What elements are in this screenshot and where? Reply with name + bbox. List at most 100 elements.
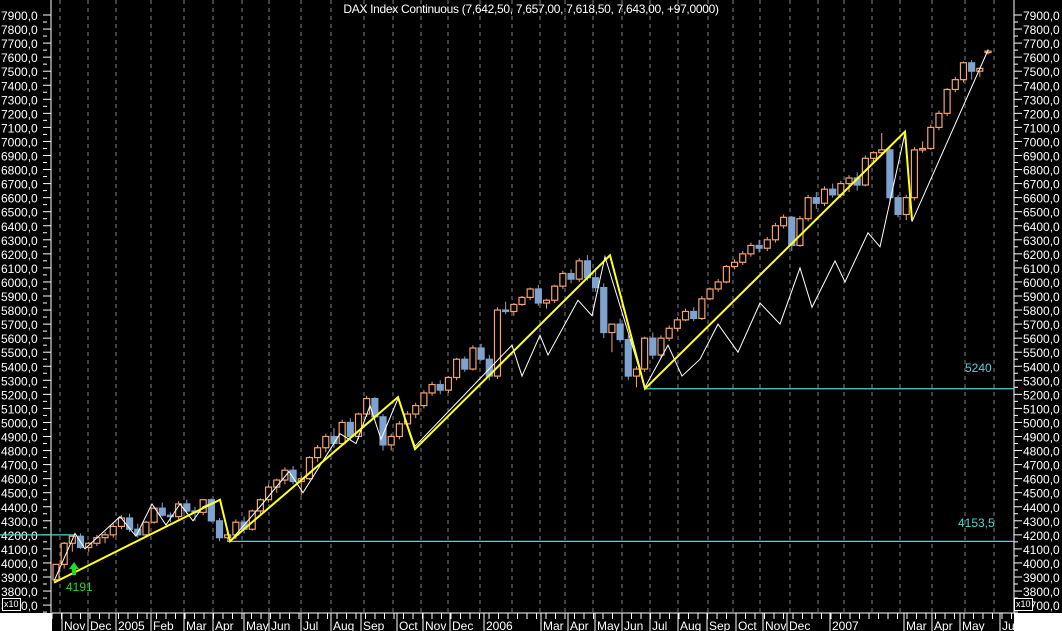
svg-text:4100,0: 4100,0: [1, 543, 38, 557]
svg-text:4400,0: 4400,0: [1, 501, 38, 515]
svg-text:Jul: Jul: [652, 619, 667, 631]
svg-text:7100,0: 7100,0: [1023, 121, 1060, 135]
svg-text:Jun: Jun: [624, 619, 643, 631]
svg-text:7700,0: 7700,0: [1, 37, 38, 51]
svg-text:6200,0: 6200,0: [1023, 248, 1060, 262]
svg-text:Nov: Nov: [765, 619, 786, 631]
svg-text:Jul: Jul: [303, 619, 318, 631]
scale-badge-right[interactable]: x10: [1014, 598, 1033, 611]
svg-text:5400,0: 5400,0: [1, 360, 38, 374]
svg-text:4900,0: 4900,0: [1023, 431, 1060, 445]
svg-text:6700,0: 6700,0: [1, 178, 38, 192]
x-axis: Nov Dec 2005 Feb Mar Apr May Jun Jul Aug Sep Oct Nov…: [51, 613, 1017, 631]
svg-text:Dec: Dec: [452, 619, 473, 631]
svg-text:5800,0: 5800,0: [1023, 304, 1060, 318]
svg-text:5200,0: 5200,0: [1, 388, 38, 402]
svg-text:7200,0: 7200,0: [1023, 107, 1060, 121]
scale-badge-left[interactable]: x10: [2, 598, 21, 611]
svg-text:Mar: Mar: [186, 619, 207, 631]
svg-text:6000,0: 6000,0: [1023, 276, 1060, 290]
svg-text:4200,0: 4200,0: [1, 529, 38, 543]
svg-text:7300,0: 7300,0: [1023, 93, 1060, 107]
svg-text:6700,0: 6700,0: [1023, 178, 1060, 192]
svg-text:4900,0: 4900,0: [1, 431, 38, 445]
svg-text:Aug: Aug: [333, 619, 354, 631]
svg-text:Dec: Dec: [789, 619, 810, 631]
svg-text:Dec: Dec: [90, 619, 111, 631]
svg-text:4600,0: 4600,0: [1, 473, 38, 487]
svg-text:Nov: Nov: [425, 619, 446, 631]
svg-text:Apr: Apr: [570, 619, 589, 631]
svg-text:Apr: Apr: [934, 619, 953, 631]
svg-text:4400,0: 4400,0: [1023, 501, 1060, 515]
svg-text:6100,0: 6100,0: [1, 262, 38, 276]
level-label-4153: 4153,5: [958, 516, 995, 530]
svg-text:5000,0: 5000,0: [1, 416, 38, 430]
svg-text:4000,0: 4000,0: [1023, 557, 1060, 571]
svg-text:4800,0: 4800,0: [1023, 445, 1060, 459]
svg-text:7600,0: 7600,0: [1023, 51, 1060, 65]
svg-text:6000,0: 6000,0: [1, 276, 38, 290]
svg-text:4100,0: 4100,0: [1023, 543, 1060, 557]
svg-text:Jun: Jun: [271, 619, 290, 631]
svg-text:7000,0: 7000,0: [1023, 135, 1060, 149]
svg-text:4300,0: 4300,0: [1, 515, 38, 529]
level-lines: [0, 388, 1014, 542]
svg-text:5500,0: 5500,0: [1, 346, 38, 360]
svg-text:Jul: Jul: [1002, 619, 1017, 631]
svg-text:6400,0: 6400,0: [1023, 220, 1060, 234]
svg-text:5800,0: 5800,0: [1, 304, 38, 318]
svg-text:7200,0: 7200,0: [1, 107, 38, 121]
svg-text:7900,0: 7900,0: [1, 9, 38, 23]
svg-text:5700,0: 5700,0: [1023, 318, 1060, 332]
level-label-5240: 5240: [965, 361, 992, 375]
pivot-label: 4191: [66, 580, 93, 594]
right-y-axis: 7900,07800,07700,07600,07500,07400,07300…: [1013, 0, 1060, 613]
svg-text:May: May: [597, 619, 620, 631]
svg-text:2006: 2006: [486, 619, 513, 631]
svg-text:5100,0: 5100,0: [1, 402, 38, 416]
svg-text:6900,0: 6900,0: [1023, 150, 1060, 164]
svg-text:6800,0: 6800,0: [1, 164, 38, 178]
svg-text:7700,0: 7700,0: [1023, 37, 1060, 51]
svg-text:4700,0: 4700,0: [1, 459, 38, 473]
svg-text:4000,0: 4000,0: [1, 557, 38, 571]
svg-text:7800,0: 7800,0: [1023, 23, 1060, 37]
svg-text:5400,0: 5400,0: [1023, 360, 1060, 374]
major-zigzag: [53, 129, 913, 584]
svg-text:3900,0: 3900,0: [1, 571, 38, 585]
svg-text:5600,0: 5600,0: [1023, 332, 1060, 346]
candlesticks: [52, 49, 992, 583]
svg-text:7100,0: 7100,0: [1, 121, 38, 135]
svg-text:5300,0: 5300,0: [1023, 374, 1060, 388]
svg-text:5300,0: 5300,0: [1, 374, 38, 388]
svg-text:7900,0: 7900,0: [1023, 9, 1060, 23]
svg-text:6900,0: 6900,0: [1, 150, 38, 164]
svg-text:4700,0: 4700,0: [1023, 459, 1060, 473]
svg-text:6600,0: 6600,0: [1023, 192, 1060, 206]
svg-text:6300,0: 6300,0: [1023, 234, 1060, 248]
svg-text:5200,0: 5200,0: [1023, 388, 1060, 402]
svg-text:7400,0: 7400,0: [1023, 79, 1060, 93]
svg-text:4800,0: 4800,0: [1, 445, 38, 459]
svg-text:5600,0: 5600,0: [1, 332, 38, 346]
svg-text:Apr: Apr: [215, 619, 234, 631]
svg-text:3900,0: 3900,0: [1023, 571, 1060, 585]
svg-text:7500,0: 7500,0: [1023, 65, 1060, 79]
svg-text:7300,0: 7300,0: [1, 93, 38, 107]
svg-text:6800,0: 6800,0: [1023, 164, 1060, 178]
svg-text:6300,0: 6300,0: [1, 234, 38, 248]
svg-text:Oct: Oct: [399, 619, 418, 631]
up-arrow-icon: [69, 562, 79, 575]
svg-text:May: May: [962, 619, 985, 631]
svg-text:6500,0: 6500,0: [1, 206, 38, 220]
svg-text:6200,0: 6200,0: [1, 248, 38, 262]
minor-zigzag: [53, 49, 989, 582]
svg-text:2007: 2007: [832, 619, 859, 631]
svg-text:6100,0: 6100,0: [1023, 262, 1060, 276]
svg-text:7400,0: 7400,0: [1, 79, 38, 93]
svg-text:5900,0: 5900,0: [1, 290, 38, 304]
svg-text:7500,0: 7500,0: [1, 65, 38, 79]
svg-text:2005: 2005: [118, 619, 145, 631]
